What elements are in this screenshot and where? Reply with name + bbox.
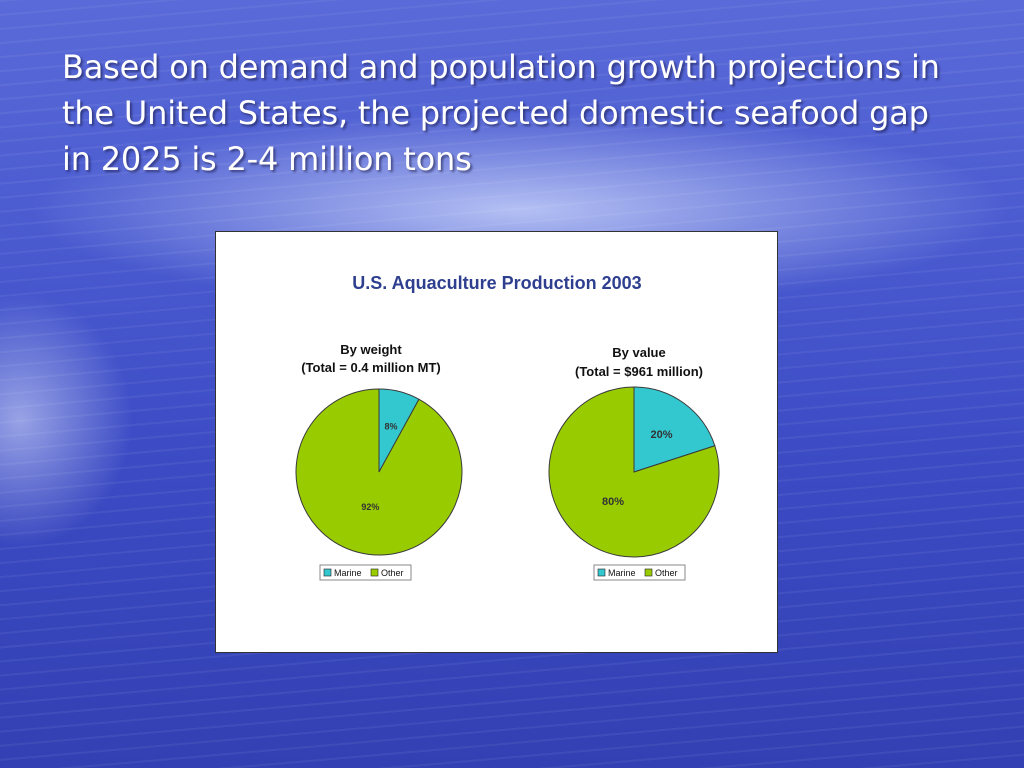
- slide-title: Based on demand and population growth pr…: [62, 48, 940, 178]
- legend-marine-label: Marine: [608, 568, 636, 578]
- pie-value-legend: Marine Other: [593, 564, 686, 581]
- pie-value-slice-marine: [633, 386, 716, 473]
- legend-other-label: Other: [655, 568, 678, 578]
- pie-by-weight: By weight (Total = 0.4 million MT) 8% 92…: [295, 342, 463, 581]
- pie-weight-label-other: 92%: [361, 502, 379, 512]
- legend-other-swatch: [644, 568, 653, 577]
- pie-weight-slice-other: [295, 388, 463, 556]
- legend-marine-swatch: [597, 568, 606, 577]
- chart-title: U.S. Aquaculture Production 2003: [352, 273, 641, 293]
- legend-marine-swatch: [323, 568, 332, 577]
- pie-value-label-marine: 20%: [650, 429, 672, 441]
- legend-marine-label: Marine: [334, 568, 362, 578]
- pie-weight-subtitle-line2: (Total = 0.4 million MT): [301, 360, 441, 375]
- pie-value-slice-other: [548, 386, 720, 558]
- pie-value-subtitle-line2: (Total = $961 million): [575, 364, 703, 379]
- pie-value-label-other: 80%: [602, 496, 624, 508]
- chart-panel: U.S. Aquaculture Production 2003 By weig…: [215, 231, 778, 653]
- legend-other-label: Other: [381, 568, 404, 578]
- pie-weight-subtitle-line1: By weight: [340, 342, 402, 357]
- pie-weight-label-marine: 8%: [384, 421, 397, 431]
- chart-svg: U.S. Aquaculture Production 2003 By weig…: [295, 273, 720, 581]
- pie-weight-legend: Marine Other: [319, 564, 412, 581]
- pie-by-value: By value (Total = $961 million) 20% 80% …: [548, 345, 720, 581]
- legend-other-swatch: [370, 568, 379, 577]
- pie-value-subtitle-line1: By value: [612, 345, 665, 360]
